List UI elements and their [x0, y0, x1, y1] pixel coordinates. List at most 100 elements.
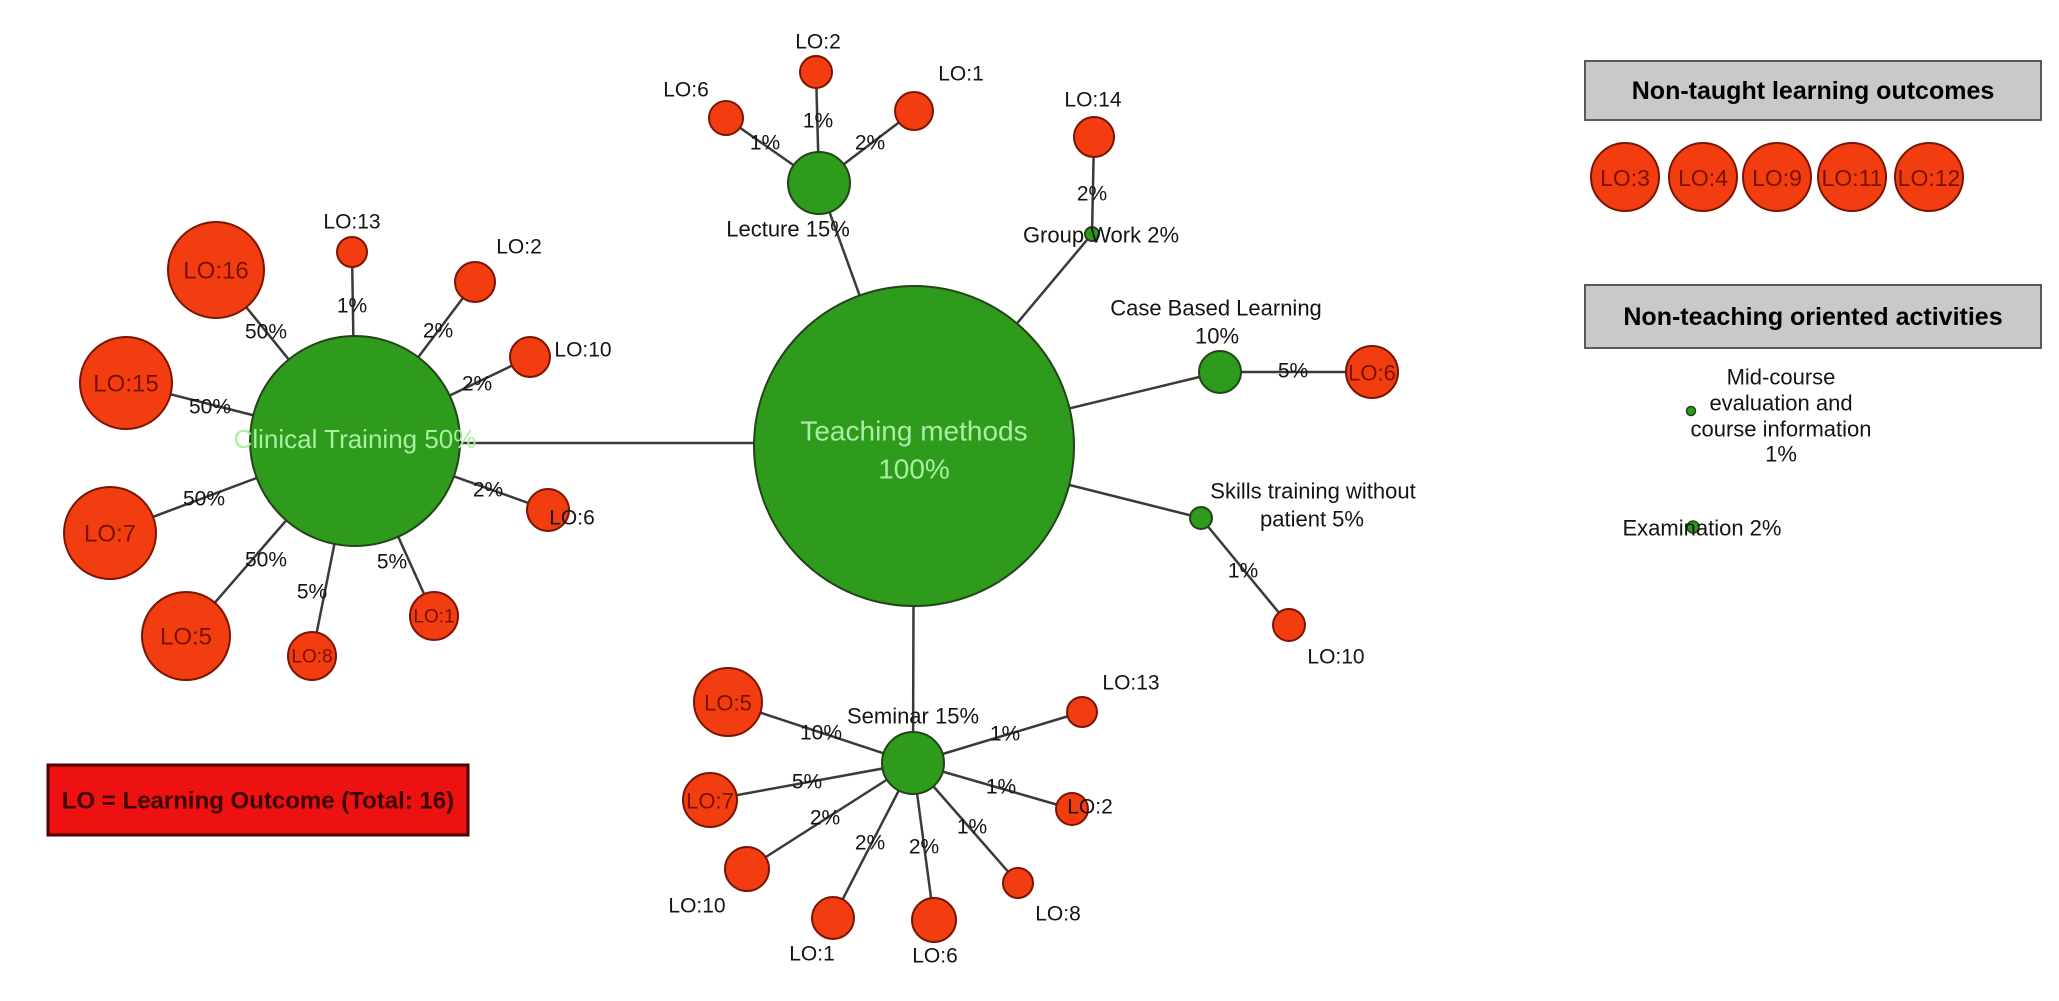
panel-lo4-label: LO:4 [1678, 165, 1728, 191]
clinical-lo16-label: LO:16 [183, 258, 248, 285]
pct-clinical-lo7: 50% [183, 488, 225, 511]
non-teaching-panel: Non-teaching oriented activities Mid-cou… [1584, 284, 2042, 541]
seminar-node [881, 731, 945, 795]
seminar-lo5-label: LO:5 [704, 691, 752, 716]
panel-lo3-label: LO:3 [1600, 165, 1650, 191]
clinical-lo8-label: LO:8 [291, 647, 332, 668]
panel-lo11-label: LO:11 [1822, 165, 1883, 191]
seminar-lo1-label: LO:1 [789, 943, 835, 966]
lecture-node [787, 151, 851, 215]
seminar-lo8-node [1002, 867, 1034, 899]
seminar-lo6-node [911, 897, 957, 943]
groupwork-lo14-label: LO:14 [1064, 89, 1122, 112]
pct-groupwork-lo14: 2% [1077, 183, 1107, 206]
pct-seminar-lo10: 2% [810, 807, 840, 830]
pct-clinical-lo8: 5% [297, 581, 327, 604]
mid-course-line2: evaluation and [1709, 391, 1852, 416]
pct-clinical-lo6: 2% [473, 479, 503, 502]
teaching-methods-label-line2: 100% [878, 454, 950, 485]
panel-lo9-node [1742, 142, 1812, 212]
lecture-lo2-node [799, 55, 833, 89]
mid-course-line1: Mid-course [1727, 365, 1836, 390]
pct-seminar-lo5: 10% [800, 722, 842, 745]
non-teaching-header-title: Non-teaching oriented activities [1623, 303, 2002, 331]
outcome-nodes [63, 55, 1964, 943]
clinical-lo10-label: LO:10 [554, 339, 611, 362]
pct-lecture-lo2: 1% [803, 110, 833, 133]
clinical-lo13-node [336, 236, 368, 268]
seminar-lo10-label: LO:10 [668, 895, 725, 918]
outcome-labels: LO:16 LO:15 LO:7 LO:5 LO:8 LO:1 LO:13 LO… [84, 31, 1960, 968]
panel-lo12-label: LO:12 [1898, 165, 1961, 191]
pct-seminar-lo1: 2% [855, 832, 885, 855]
clinical-lo6-node [526, 488, 570, 532]
clinical-lo15-label: LO:15 [93, 371, 158, 398]
pct-clinical-lo2: 2% [423, 320, 453, 343]
lecture-lo2-label: LO:2 [795, 31, 841, 54]
pct-seminar-lo2: 1% [986, 776, 1016, 799]
mid-course-line3: course information [1691, 417, 1872, 442]
edge-seminar-lo7 [709, 761, 914, 802]
pct-clinical-lo10: 2% [462, 373, 492, 396]
lecture-lo6-label: LO:6 [663, 79, 709, 102]
case-based-pct-label: 10% [1195, 324, 1239, 349]
panel-lo3-node [1590, 142, 1660, 212]
non-taught-panel: Non-taught learning outcomes [1584, 60, 2042, 121]
pct-skills-lo10: 1% [1228, 560, 1258, 583]
casebased-lo6-node [1345, 345, 1399, 399]
pct-clinical-lo1: 5% [377, 551, 407, 574]
clinical-lo2-label: LO:2 [496, 236, 542, 259]
clinical-training-node [249, 335, 461, 547]
skills-training-node [1189, 506, 1213, 530]
pct-seminar-lo6: 2% [909, 836, 939, 859]
method-labels: Teaching methods 100% Clinical Training … [234, 217, 1416, 729]
edge-skills-lo10 [1200, 517, 1290, 626]
case-based-label: Case Based Learning [1110, 296, 1322, 321]
legend-text: LO = Learning Outcome (Total: 16) [62, 788, 454, 815]
pct-clinical-lo15: 50% [189, 396, 231, 419]
clinical-training-label: Clinical Training 50% [234, 424, 477, 454]
pct-seminar-lo13: 1% [990, 723, 1020, 746]
seminar-lo10-node [724, 846, 770, 892]
group-work-label: Group Work 2% [1023, 223, 1179, 248]
non-taught-header-title: Non-taught learning outcomes [1632, 77, 1995, 105]
seminar-lo5-node [693, 667, 763, 737]
examination-dot [1686, 520, 1700, 534]
clinical-lo5-node [141, 591, 231, 681]
clinical-lo7-label: LO:7 [84, 521, 136, 548]
clinical-lo13-label: LO:13 [323, 211, 380, 234]
seminar-lo1-node [811, 896, 855, 940]
pct-clinical-lo13: 1% [337, 295, 367, 318]
panel-lo9-label: LO:9 [1752, 165, 1802, 191]
pct-seminar-lo7: 5% [792, 771, 822, 794]
seminar-lo8-label: LO:8 [1035, 903, 1081, 926]
teaching-methods-node [753, 285, 1075, 607]
clinical-lo10-node [509, 336, 551, 378]
seminar-lo2-node [1055, 792, 1089, 826]
teaching-methods-label-line1: Teaching methods [800, 416, 1027, 447]
pct-lecture-lo1: 2% [855, 132, 885, 155]
skills-lo10-label: LO:10 [1307, 646, 1364, 669]
pct-seminar-lo8: 1% [957, 816, 987, 839]
skills-label-line1: Skills training without [1210, 479, 1415, 504]
clinical-lo16-node [167, 221, 265, 319]
legend-box [46, 763, 470, 837]
panel-lo11-node [1817, 142, 1887, 212]
seminar-lo2-label: LO:2 [1067, 796, 1113, 819]
examination-label: Examination 2% [1623, 516, 1782, 541]
clinical-lo1-label: LO:1 [413, 607, 454, 628]
clinical-lo1-node [409, 591, 459, 641]
clinical-lo5-label: LO:5 [160, 624, 212, 651]
pct-casebased-lo6: 5% [1278, 360, 1308, 383]
lecture-label: Lecture 15% [726, 217, 850, 242]
non-teaching-header-box [1584, 284, 2042, 349]
mid-course-line4: 1% [1765, 442, 1797, 467]
edge-percent-labels: 50% 1% 2% 50% 2% 50% 2% 50% 5% 5% 1% 1% … [183, 110, 1308, 859]
pct-clinical-lo5: 50% [245, 549, 287, 572]
clinical-lo2-node [454, 261, 496, 303]
method-nodes [249, 151, 1242, 795]
edge-seminar-lo10 [746, 761, 914, 871]
pct-clinical-lo16: 50% [245, 321, 287, 344]
skills-lo10-node [1272, 608, 1306, 642]
